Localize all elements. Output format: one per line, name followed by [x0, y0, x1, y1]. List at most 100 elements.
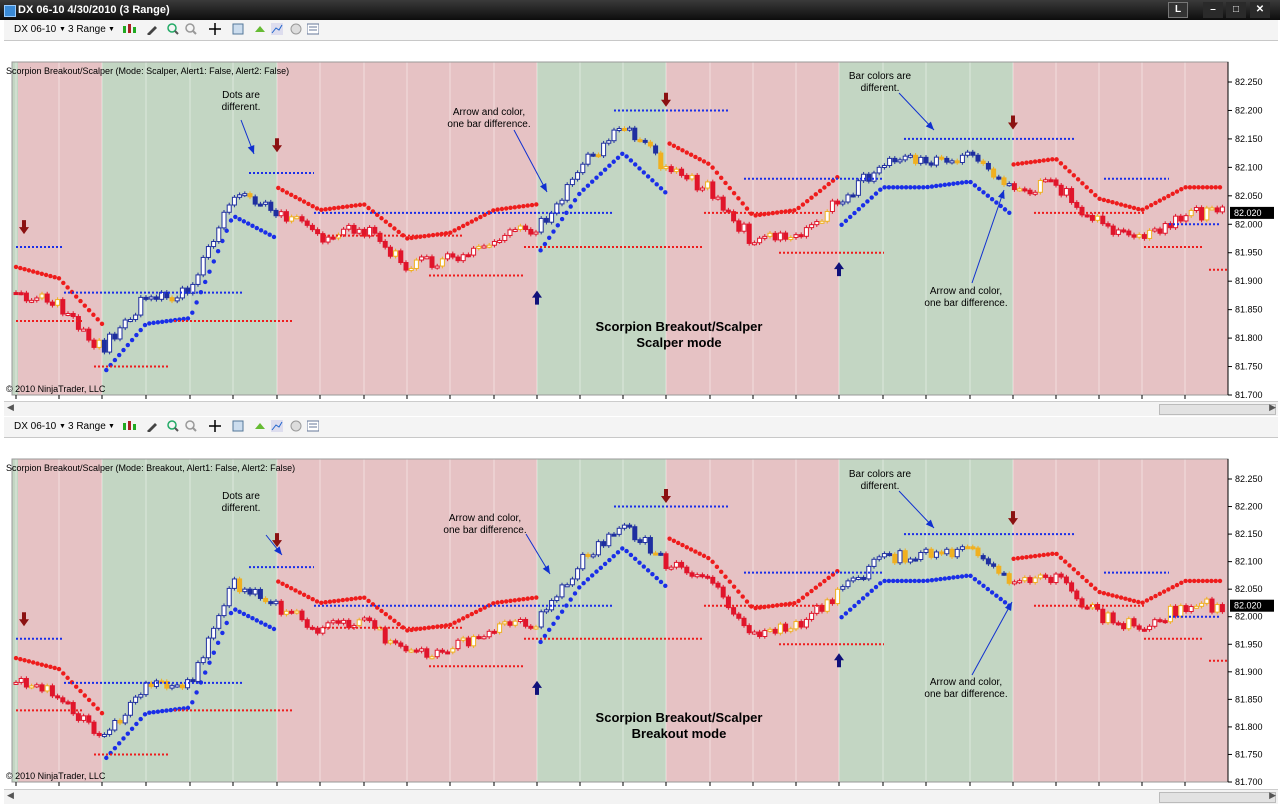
resistance-dot	[719, 175, 724, 181]
bar-type-icon[interactable]	[121, 420, 137, 432]
zoom-out-icon[interactable]	[185, 23, 197, 35]
trend-zone-bear	[1013, 459, 1228, 782]
zoom-out-icon[interactable]	[185, 420, 197, 432]
candle-body	[1115, 229, 1121, 235]
crosshair-icon[interactable]	[207, 23, 223, 35]
candle-body	[44, 293, 50, 303]
candle-body	[96, 732, 102, 737]
strategies-icon[interactable]	[254, 23, 266, 35]
candle-body	[1126, 618, 1132, 630]
resistance-dot	[714, 564, 720, 570]
candle-body	[387, 246, 393, 257]
support-dot	[891, 578, 896, 584]
crosshair-icon[interactable]	[207, 420, 223, 432]
draw-pencil-icon[interactable]	[145, 23, 161, 35]
candle-body	[1079, 598, 1085, 608]
annotation-arrowhead-icon	[540, 183, 547, 192]
instrument-selector[interactable]: DX 06-10	[14, 24, 57, 35]
candle-body	[502, 234, 508, 241]
chart-area[interactable]: Scorpion Breakout/Scalper (Mode: Breakou…	[4, 437, 1278, 805]
support-dot	[117, 352, 122, 358]
scroll-right-icon[interactable]: ▶	[1269, 790, 1276, 800]
data-box-icon[interactable]	[232, 420, 244, 432]
draw-pencil-icon[interactable]	[145, 420, 161, 432]
minimize-button[interactable]: –	[1203, 2, 1223, 18]
last-price-tag	[1230, 599, 1274, 612]
scroll-left-icon[interactable]: ◀	[7, 402, 14, 412]
resistance-dot	[456, 226, 462, 231]
price-chart[interactable]: Scorpion Breakout/Scalper (Mode: Scalper…	[4, 40, 1278, 425]
y-tick-label: 81.700	[1235, 777, 1263, 787]
properties-icon[interactable]	[290, 420, 302, 432]
chart-settings-icon[interactable]	[307, 420, 319, 432]
resistance-dot	[800, 595, 806, 600]
support-dot	[559, 216, 565, 222]
window-title: DX 06-10 4/30/2010 (3 Range)	[18, 4, 170, 16]
candle-body	[13, 681, 19, 685]
data-box-icon[interactable]	[232, 23, 244, 35]
candle-body	[382, 240, 388, 248]
resistance-dot	[731, 584, 737, 589]
support-dot	[185, 316, 191, 321]
resistance-dot	[714, 170, 720, 175]
maximize-button[interactable]: □	[1226, 2, 1246, 18]
horizontal-scrollbar[interactable]: ◀ ▶	[4, 401, 1278, 416]
indicators-icon[interactable]	[271, 23, 283, 35]
zoom-in-icon[interactable]	[167, 420, 179, 432]
link-button[interactable]: L	[1168, 2, 1188, 18]
candle-body	[507, 621, 513, 626]
candle-body	[928, 162, 934, 166]
candle-body	[1100, 608, 1106, 624]
interval-selector[interactable]: 3 Range	[68, 24, 106, 35]
candle-body	[757, 237, 763, 244]
candle-body	[616, 527, 622, 535]
resistance-dot	[366, 598, 371, 604]
resistance-dot	[817, 188, 823, 194]
indicators-icon[interactable]	[271, 420, 283, 432]
support-dot	[611, 159, 616, 164]
support-dot	[637, 166, 642, 171]
price-chart[interactable]: Scorpion Breakout/Scalper (Mode: Breakou…	[4, 437, 1278, 805]
resistance-dot	[319, 600, 324, 605]
resistance-dot	[512, 205, 517, 210]
support-dot	[241, 611, 247, 617]
resistance-dot	[349, 203, 354, 209]
candle-body	[907, 154, 913, 158]
resistance-dot	[344, 204, 350, 209]
chevron-down-icon[interactable]: ▼	[108, 423, 115, 430]
properties-icon[interactable]	[290, 23, 302, 35]
support-dot	[607, 557, 612, 563]
chevron-down-icon[interactable]: ▼	[108, 26, 115, 33]
support-dot	[964, 179, 969, 185]
candle-body	[949, 160, 955, 164]
resistance-dot	[43, 663, 49, 668]
interval-selector[interactable]: 3 Range	[68, 421, 106, 432]
zoom-in-icon[interactable]	[167, 23, 179, 35]
instrument-selector[interactable]: DX 06-10	[14, 421, 57, 432]
bar-type-icon[interactable]	[121, 23, 137, 35]
chart-area[interactable]: Scorpion Breakout/Scalper (Mode: Scalper…	[4, 40, 1278, 425]
support-dot	[602, 561, 608, 567]
candle-body	[731, 607, 737, 615]
horizontal-scrollbar[interactable]: ◀ ▶	[4, 789, 1278, 804]
scroll-left-icon[interactable]: ◀	[7, 790, 14, 800]
resistance-dot	[688, 547, 694, 552]
close-button[interactable]: ✕	[1250, 2, 1270, 18]
chart-settings-icon[interactable]	[307, 23, 319, 35]
candle-body	[621, 128, 627, 132]
strategies-icon[interactable]	[254, 420, 266, 432]
scroll-thumb[interactable]	[1159, 404, 1276, 415]
scroll-thumb[interactable]	[1159, 792, 1276, 803]
scroll-right-icon[interactable]: ▶	[1269, 402, 1276, 412]
candle-body	[959, 154, 965, 163]
last-price-label: 82.020	[1234, 601, 1262, 611]
candle-body	[647, 537, 653, 554]
candle-body	[887, 553, 893, 557]
chevron-down-icon[interactable]: ▼	[59, 423, 66, 430]
candle-body	[403, 262, 409, 271]
resistance-dot	[525, 203, 530, 208]
chevron-down-icon[interactable]: ▼	[59, 26, 66, 33]
resistance-dot	[1011, 162, 1016, 167]
candle-body	[642, 139, 648, 143]
support-dot	[129, 726, 135, 731]
